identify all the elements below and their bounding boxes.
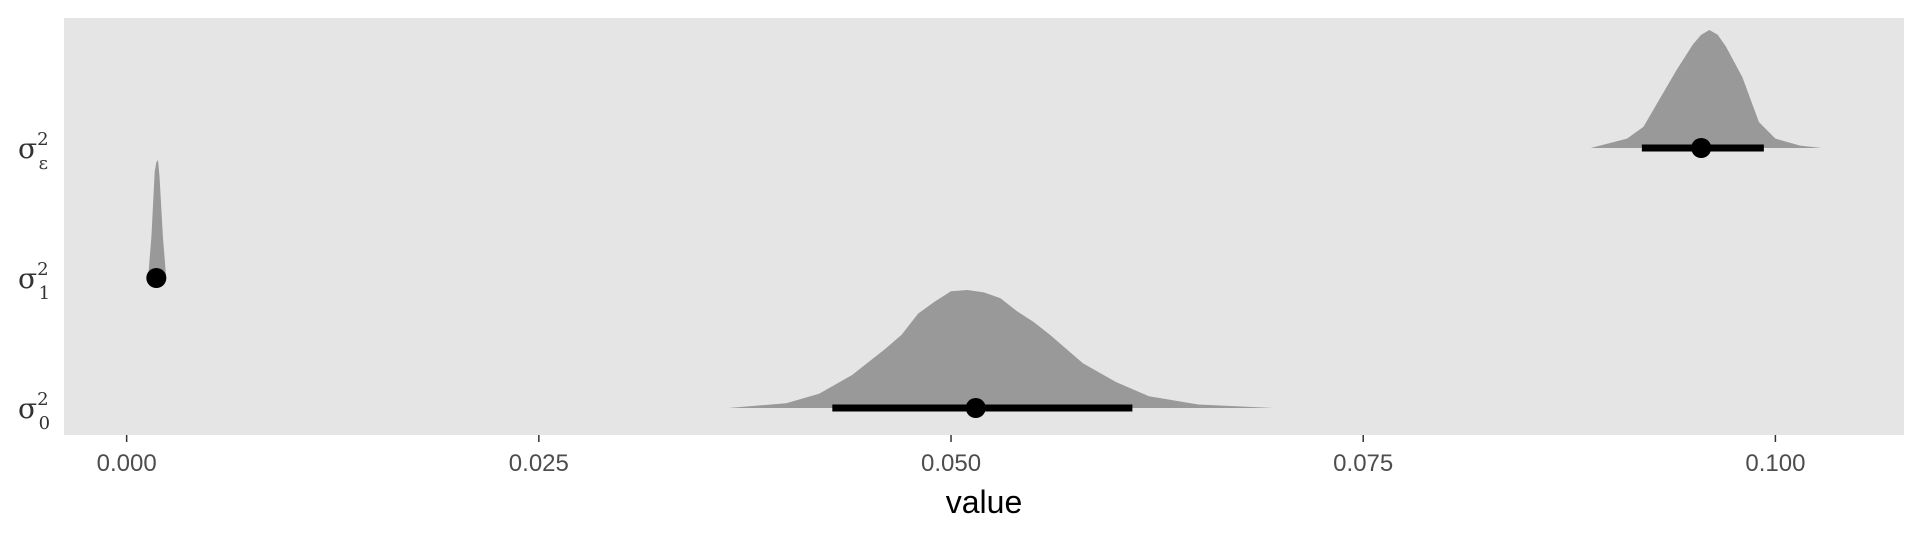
category-label-0: σ2 0: [18, 389, 50, 434]
point-estimate-1: [146, 268, 167, 288]
interval-layer: [146, 138, 1764, 418]
point-estimate-ε: [1691, 138, 1712, 158]
y-axis: σ2 0 σ2 1 σ2 ε: [18, 129, 50, 434]
category-label-ε: σ2 ε: [18, 129, 49, 174]
point-estimate-0: [965, 398, 986, 418]
x-tick-label: 0.025: [509, 450, 569, 477]
x-axis: 0.000 0.025 0.050 0.075 0.100: [97, 435, 1805, 477]
x-tick-label: 0.050: [921, 450, 981, 477]
x-tick-label: 0.100: [1745, 450, 1805, 477]
density-slab-ε: [1590, 30, 1822, 148]
density-slab-1: [148, 160, 167, 278]
density-layer: [148, 30, 1822, 408]
category-label-1: σ2 1: [18, 259, 50, 304]
x-axis-title: value: [946, 484, 1023, 520]
x-tick-label: 0.000: [97, 450, 157, 477]
x-tick-label: 0.075: [1333, 450, 1393, 477]
density-slab-0: [728, 290, 1273, 408]
